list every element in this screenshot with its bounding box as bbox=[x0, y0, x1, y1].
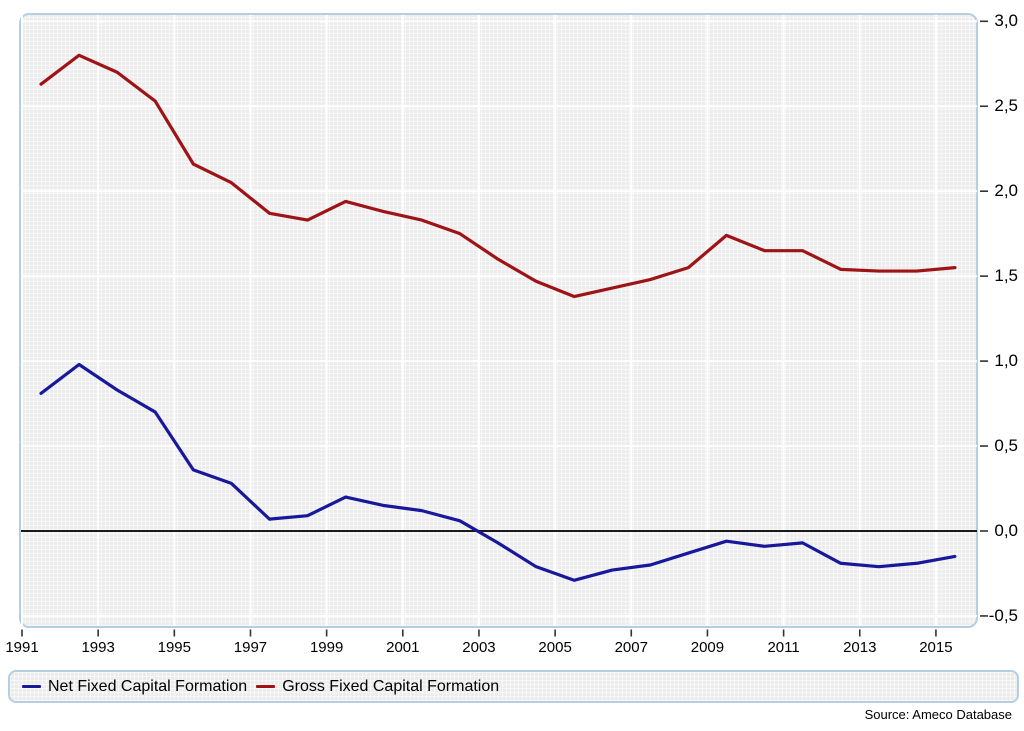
y-tick-label: 2,0 bbox=[994, 181, 1018, 201]
net-line-swatch bbox=[22, 685, 41, 688]
legend-item-net: Net Fixed Capital Formation bbox=[22, 678, 247, 696]
y-tick-label: 1,0 bbox=[994, 351, 1018, 371]
x-tick-label: 2013 bbox=[843, 639, 877, 656]
y-tick-label: 2,5 bbox=[994, 96, 1018, 116]
gross-line-swatch bbox=[256, 685, 276, 688]
x-tick-label: 2003 bbox=[462, 639, 496, 656]
y-tick-label: 0,0 bbox=[994, 521, 1018, 540]
y-tick-label: 0,5 bbox=[994, 436, 1018, 456]
x-tick-label: 2007 bbox=[614, 639, 648, 656]
plot-area bbox=[19, 13, 978, 628]
x-tick-label: 1991 bbox=[5, 639, 39, 656]
legend: Net Fixed Capital Formation Gross Fixed … bbox=[8, 670, 1019, 703]
x-tick-label: 2001 bbox=[386, 639, 420, 656]
y-tick-label: 1,5 bbox=[994, 266, 1018, 286]
x-tick-label: 2015 bbox=[919, 639, 953, 656]
x-tick-label: 1999 bbox=[309, 639, 344, 656]
source-note: Source: Ameco Database bbox=[864, 707, 1012, 722]
x-tick-label: 1995 bbox=[157, 639, 191, 656]
legend-item-gross: Gross Fixed Capital Formation bbox=[256, 678, 499, 696]
y-tick-label: -0,5 bbox=[988, 605, 1018, 625]
x-tick-label: 1993 bbox=[81, 639, 115, 656]
legend-label-net: Net Fixed Capital Formation bbox=[48, 677, 248, 695]
legend-label-gross: Gross Fixed Capital Formation bbox=[282, 677, 500, 695]
x-tick-label: 2011 bbox=[767, 639, 800, 656]
x-tick-label: 1997 bbox=[233, 639, 268, 656]
x-tick-label: 2005 bbox=[538, 639, 572, 656]
y-tick-label: 3,0 bbox=[994, 11, 1018, 31]
x-tick-label: 2009 bbox=[690, 639, 725, 656]
